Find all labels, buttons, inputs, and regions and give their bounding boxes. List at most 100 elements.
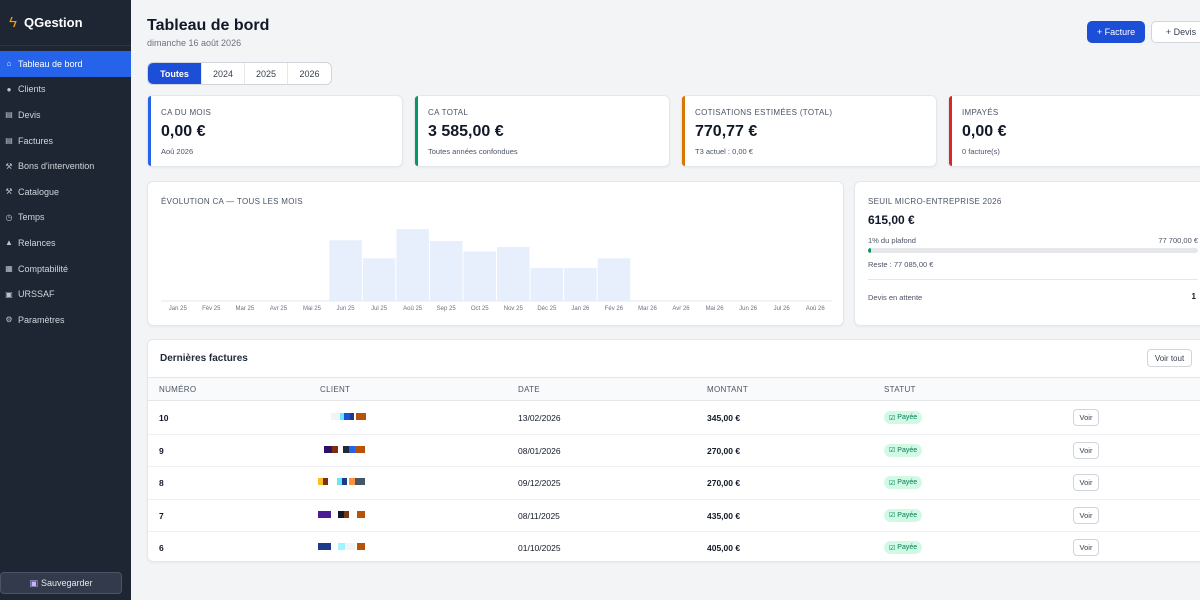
table-row[interactable]: 8 09/12/2025 270,00 € ☑ Payée Voir: [148, 467, 1200, 500]
table-row[interactable]: 9 08/01/2026 270,00 € ☑ Payée Voir: [148, 435, 1200, 467]
column-header-client[interactable]: CLIENT: [320, 385, 351, 394]
tab-2026[interactable]: 2026: [299, 68, 320, 79]
x-tick-label: Aoû 26: [806, 306, 826, 312]
sidebar-item-bell[interactable]: ▲ Relances: [0, 230, 131, 256]
kpi-label: IMPAYÉS: [962, 108, 999, 117]
threshold-card: SEUIL MICRO-ENTREPRISE 2026 615,00 € 1% …: [854, 181, 1200, 326]
invoice-date: 08/01/2026: [518, 445, 561, 456]
invoice-amount: 405,00 €: [707, 543, 741, 553]
x-tick-label: Mar 25: [236, 306, 255, 312]
client-name-redacted: [313, 540, 449, 558]
redaction-block: [318, 510, 331, 518]
status-label: Payée: [897, 544, 918, 551]
page-date: dimanche 16 août 2026: [147, 38, 242, 48]
tab-all[interactable]: Toutes: [148, 63, 202, 84]
new-quote-button[interactable]: + Devis: [1151, 21, 1200, 43]
x-tick-label: Fév 26: [605, 306, 624, 312]
divider: [868, 279, 1198, 280]
bank-icon: ▣: [5, 289, 13, 299]
invoice-number: 10: [159, 413, 169, 423]
sidebar-item-home[interactable]: ⌂ Tableau de bord: [0, 51, 131, 77]
redaction-block: [332, 445, 338, 453]
view-invoice-button[interactable]: Voir: [1073, 506, 1099, 524]
brand-name: QGestion: [24, 15, 83, 30]
chart-bar[interactable]: [329, 240, 362, 301]
save-button[interactable]: ▣ Sauvegarder: [0, 572, 122, 594]
view-all-button[interactable]: Voir tout: [1147, 349, 1192, 367]
sidebar-item-invoice[interactable]: ▤ Factures: [0, 128, 131, 154]
brand[interactable]: ϟ QGestion: [0, 0, 131, 46]
x-tick-label: Mai 26: [706, 306, 725, 312]
threshold-progress-fill: [868, 248, 871, 253]
threshold-remaining: Reste : 77 085,00 €: [868, 260, 934, 269]
kpi-subtext: T3 actuel : 0,00 €: [695, 147, 753, 156]
x-tick-label: Mar 26: [638, 306, 657, 312]
redaction-block: [345, 543, 355, 550]
x-tick-label: Jun 25: [337, 306, 356, 312]
chart-bar[interactable]: [530, 268, 564, 301]
redaction-block: [357, 543, 365, 550]
redaction-block: [356, 413, 366, 420]
x-tick-label: Mai 25: [303, 306, 322, 312]
chart-bar[interactable]: [396, 229, 429, 301]
sidebar-item-clock[interactable]: ◷ Temps: [0, 205, 131, 231]
x-tick-label: Jul 25: [371, 306, 388, 312]
view-invoice-button[interactable]: Voir: [1073, 474, 1099, 491]
sidebar-item-wrench[interactable]: ⚒ Bons d'intervention: [0, 153, 131, 179]
year-filter-tabs: Toutes 2024 2025 2026: [147, 62, 332, 85]
sidebar-item-gear[interactable]: ⚙ Paramètres: [0, 307, 131, 333]
view-invoice-button[interactable]: Voir: [1073, 409, 1099, 426]
sidebar-item-label: Paramètres: [18, 314, 65, 325]
threshold-max: 77 700,00 €: [1158, 236, 1198, 245]
chart-bar[interactable]: [463, 251, 496, 302]
chart-bar[interactable]: [429, 241, 463, 301]
threshold-title: SEUIL MICRO-ENTREPRISE 2026: [868, 197, 1002, 206]
column-header-date[interactable]: DATE: [518, 385, 540, 394]
tab-2025[interactable]: 2025: [245, 63, 288, 84]
sidebar-item-label: Catalogue: [18, 186, 60, 197]
pending-quotes-label: Devis en attente: [868, 293, 923, 302]
tools-icon: ⚒: [5, 187, 13, 197]
status-badge: ☑ Payée: [884, 508, 923, 522]
tab-2024[interactable]: 2024: [202, 63, 245, 84]
redaction-block: [344, 510, 349, 518]
sidebar-item-bank[interactable]: ▣ URSSAF: [0, 281, 131, 307]
view-invoice-button[interactable]: Voir: [1073, 441, 1099, 459]
document-icon: ▤: [5, 110, 13, 120]
redaction-block: [323, 478, 328, 485]
sidebar-item-document[interactable]: ▤ Devis: [0, 102, 131, 128]
invoice-number: 8: [159, 478, 164, 488]
kpi-value: 0,00 €: [161, 123, 206, 140]
column-header-status[interactable]: STATUT: [884, 385, 916, 394]
redaction-block: [340, 413, 344, 420]
view-invoice-button[interactable]: Voir: [1073, 539, 1099, 556]
invoice-icon: ▤: [5, 136, 13, 146]
sidebar-item-chart[interactable]: ▦ Comptabilité: [0, 256, 131, 282]
sidebar-item-tools[interactable]: ⚒ Catalogue: [0, 179, 131, 205]
chart-bar[interactable]: [362, 258, 396, 301]
redaction-block: [318, 543, 331, 550]
new-invoice-button[interactable]: + Facture: [1087, 21, 1145, 43]
chart-bar[interactable]: [497, 247, 530, 301]
sidebar-item-users[interactable]: ● Clients: [0, 77, 131, 103]
column-header-amount[interactable]: MONTANT: [707, 385, 749, 394]
invoice-number: 9: [159, 445, 164, 456]
sidebar-item-label: Temps: [18, 212, 45, 223]
invoice-amount: 435,00 €: [707, 510, 741, 521]
redaction-block: [349, 445, 355, 453]
bell-icon: ▲: [5, 238, 13, 248]
status-badge: ☑ Payée: [884, 443, 923, 457]
save-icon: ▣: [29, 577, 38, 588]
table-row[interactable]: 10 13/02/2026 345,00 € ☑ Payée Voir: [148, 402, 1200, 435]
chart-bar[interactable]: [597, 258, 631, 301]
kpi-value: 770,77 €: [695, 123, 758, 140]
client-name-redacted: [313, 507, 449, 526]
table-row[interactable]: 7 08/11/2025 435,00 € ☑ Payée Voir: [148, 500, 1200, 532]
kpi-label: COTISATIONS ESTIMÉES (TOTAL): [695, 108, 833, 117]
column-header-number[interactable]: NUMÉRO: [159, 385, 197, 394]
x-tick-label: Jul 26: [774, 306, 791, 312]
chart-bar[interactable]: [564, 268, 597, 301]
table-row[interactable]: 6 01/10/2025 405,00 € ☑ Payée Voir: [148, 532, 1200, 565]
status-label: Payée: [897, 479, 918, 486]
invoice-date: 09/12/2025: [518, 478, 561, 488]
